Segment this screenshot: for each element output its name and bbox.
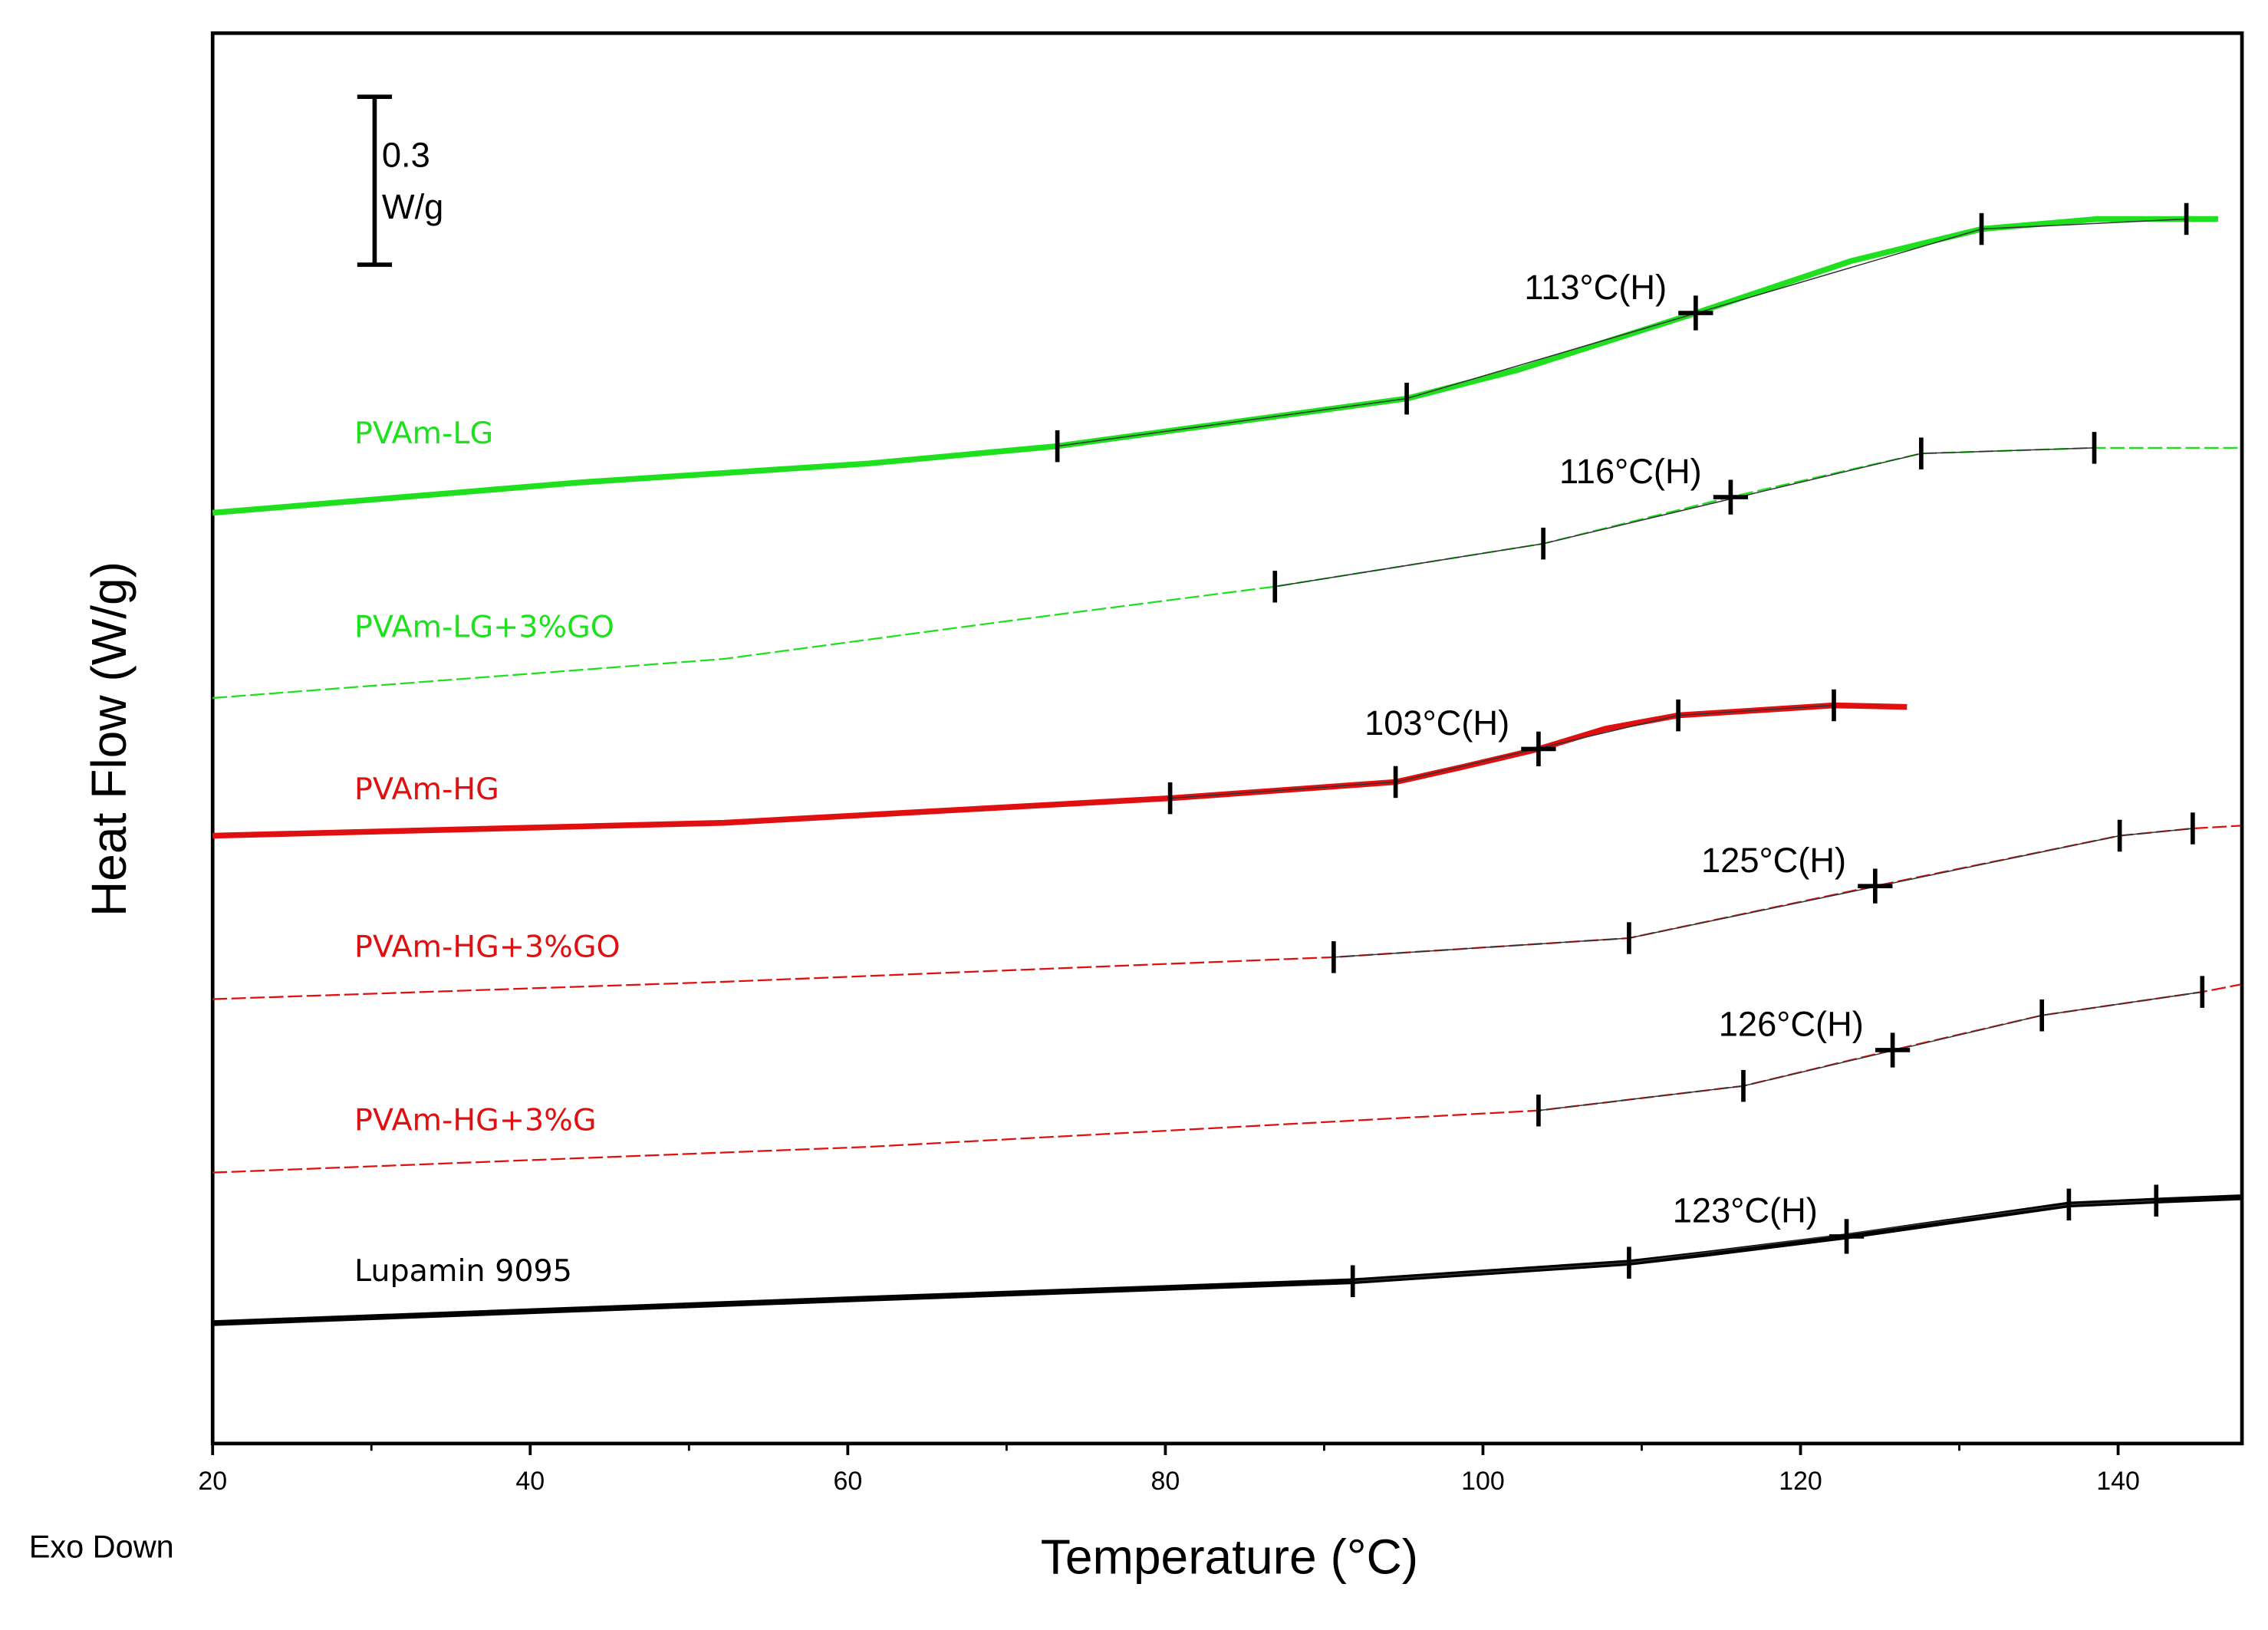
x-axis-title: Temperature (°C) [1041, 1530, 1418, 1585]
x-tick-label: 80 [1151, 1467, 1180, 1496]
scale-bar-unit: W/g [382, 187, 443, 226]
series-line [212, 825, 2241, 1000]
x-tick-label: 20 [198, 1467, 227, 1496]
construction-line [1352, 1200, 2157, 1283]
series-label: PVAm-HG [354, 772, 499, 807]
tg-label: 103°C(H) [1364, 703, 1509, 743]
series-label: PVAm-LG [354, 416, 493, 451]
x-tick-label: 40 [515, 1467, 545, 1496]
series-label: PVAm-HG+3%G [354, 1103, 597, 1138]
exo-note: Exo Down [29, 1529, 174, 1565]
tg-label: 123°C(H) [1673, 1191, 1818, 1230]
construction-line [1057, 218, 2187, 447]
series-label: PVAm-LG+3%GO [354, 610, 614, 645]
x-tick-label: 60 [833, 1467, 862, 1496]
tg-label: 125°C(H) [1701, 841, 1846, 880]
series-line [212, 216, 2218, 516]
plot-frame [210, 31, 2244, 1446]
series-line [212, 983, 2241, 1174]
scale-bar-value: 0.3 [382, 135, 430, 174]
y-axis-title: Heat Flow (W/g) [81, 561, 137, 917]
series-label: Lupamin 9095 [354, 1253, 572, 1289]
tg-label: 116°C(H) [1559, 452, 1702, 491]
x-tick-label: 140 [2096, 1467, 2140, 1496]
x-tick-label: 120 [1779, 1467, 1822, 1496]
x-tick-label: 100 [1461, 1467, 1505, 1496]
construction-line [1538, 991, 2203, 1111]
series-label: PVAm-HG+3%GO [354, 929, 620, 964]
series-line [212, 702, 1908, 839]
tg-label: 126°C(H) [1719, 1005, 1864, 1044]
tg-label: 113°C(H) [1524, 268, 1667, 307]
